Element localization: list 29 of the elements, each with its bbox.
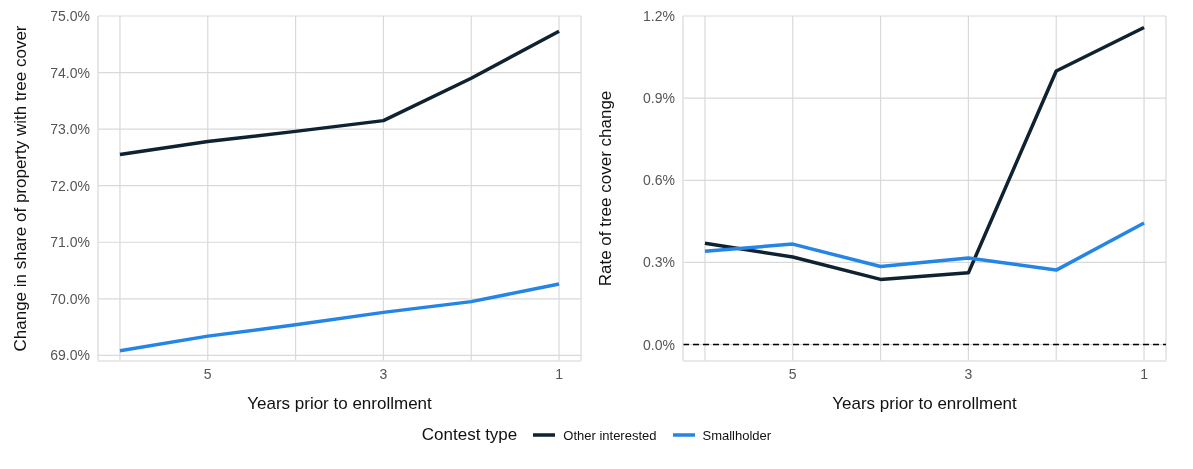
y-tick-label: 1.2% [643,7,675,24]
line-series [118,29,561,157]
x-tick-label: 5 [788,365,797,382]
y-axis-title: Rate of tree cover change [596,90,616,287]
x-tick-label: 3 [379,365,388,382]
line-series [703,25,1146,282]
x-tick-label: 1 [1140,365,1149,382]
y-tick-label: 0.0% [643,336,675,353]
x-tick-label: 1 [555,365,564,382]
x-axis-title: Years prior to enrollment [247,394,433,413]
legend-label: Smallholder [702,427,772,443]
y-tick-label: 0.3% [643,254,675,271]
y-tick-label: 71.0% [50,234,90,251]
y-tick-label: 0.9% [643,90,675,107]
x-axis-title: Years prior to enrollment [832,394,1018,413]
legend-label: Other interested [563,427,657,443]
x-tick-label: 5 [203,365,212,382]
line-series [703,221,1146,272]
y-tick-label: 72.0% [50,177,90,194]
legend-title: Contest type [421,425,518,445]
line-series [118,282,561,353]
y-axis-title: Change in share of property with tree cover [11,25,31,352]
y-tick-label: 70.0% [50,290,90,307]
y-tick-label: 73.0% [50,121,90,138]
y-tick-label: 74.0% [50,64,90,81]
y-tick-label: 69.0% [50,347,90,364]
x-tick-label: 3 [964,365,973,382]
y-tick-label: 75.0% [50,7,90,24]
y-tick-label: 0.6% [643,172,675,189]
